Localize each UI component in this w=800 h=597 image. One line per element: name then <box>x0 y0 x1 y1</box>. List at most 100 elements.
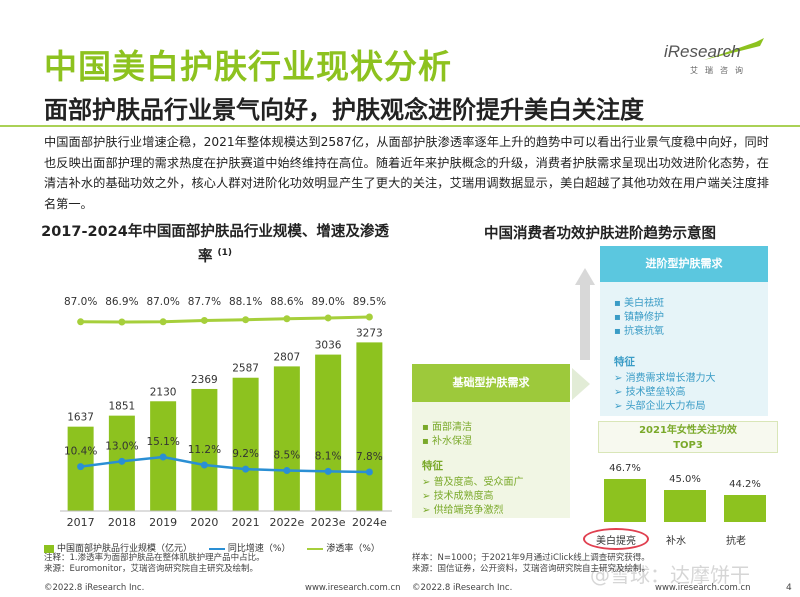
growth-point <box>365 468 373 476</box>
penetration-point <box>242 316 250 324</box>
bar-value-label: 2130 <box>150 386 177 398</box>
highlight-circle <box>583 528 649 550</box>
top3-title-line2: TOP3 <box>673 440 703 451</box>
bar-value-label: 1851 <box>109 401 136 413</box>
advanced-feature-head: 特征 <box>614 356 635 368</box>
growth-point <box>77 463 85 471</box>
top3-category-label: 补水 <box>666 536 686 547</box>
legend-item-penetration: 渗透率（%） <box>307 541 380 554</box>
page-number: 4 <box>786 583 792 593</box>
advanced-feature-label: 头部企业大力布局 <box>625 401 706 412</box>
intro-paragraph: 中国面部护肤行业增速企稳，2021年整体规模达到2587亿，从面部护肤渗透率逐年… <box>44 135 769 211</box>
advanced-item: ▪ 美白祛斑 <box>614 298 664 309</box>
x-axis-ticks: 2017 2018 2019 2020 2021 2022e 2023e 2024e <box>67 516 387 529</box>
top3-bar <box>724 495 766 522</box>
bar-value-label: 2369 <box>191 374 218 386</box>
advanced-feature: ➢ 技术壁垒较高 <box>614 387 686 398</box>
growth-point <box>200 461 208 469</box>
watermark: @雪球：达摩饼干 <box>590 563 750 587</box>
footer-url-right: www.iresearch.com.cn <box>655 583 751 593</box>
advanced-item-label: 美白祛斑 <box>623 298 664 309</box>
growth-label: 11.2% <box>188 444 221 456</box>
growth-label: 9.2% <box>232 448 259 460</box>
top3-value-label: 45.0% <box>669 473 701 485</box>
growth-label: 10.4% <box>64 446 97 458</box>
penetration-line: 87.0% 86.9% 87.0% 87.7% 88.1% 88.6% 89.0% 89.5% <box>64 296 386 326</box>
penetration-label: 88.1% <box>229 296 262 308</box>
penetration-label: 89.0% <box>311 296 344 308</box>
top3-value-label: 44.2% <box>729 479 761 491</box>
basic-feature: ➢ 普及度高、受众面广 <box>422 477 524 488</box>
legend-swatch-penetration <box>307 547 324 550</box>
growth-point <box>324 467 332 475</box>
bar <box>191 388 218 511</box>
bar-value-label: 3273 <box>356 327 383 339</box>
legend-label: 同比增速（%） <box>227 544 291 554</box>
x-tick-label: 2022e <box>269 516 304 529</box>
advanced-feature: ➢ 头部企业大力布局 <box>614 401 706 412</box>
top3-title-line1: 2021年女性关注功效 <box>639 425 737 436</box>
arrow-up-head <box>575 268 595 285</box>
legend-swatch-bar <box>44 544 54 553</box>
x-tick-label: 2023e <box>311 516 346 529</box>
basic-feature-label: 普及度高、受众面广 <box>433 477 524 488</box>
logo-brand: iResearch <box>664 42 741 61</box>
penetration-label: 87.7% <box>188 296 221 308</box>
growth-label: 15.1% <box>146 436 179 448</box>
penetration-point <box>118 318 126 326</box>
left-chart-title-text: 2017-2024年中国面部护肤品行业规模、增速及渗透率 <box>41 224 389 265</box>
growth-point <box>159 453 167 461</box>
x-tick-label: 2017 <box>67 516 95 529</box>
bar-series: 1637 1851 2130 2369 2587 2807 3036 3273 <box>67 327 383 511</box>
growth-line: 10.4% 13.0% 15.1% 11.2% 9.2% 8.5% 8.1% 7.8% <box>64 436 383 476</box>
sample-line: 样本：N=1000；于2021年9月通过iClick线上调查研究获得。 <box>412 553 650 563</box>
x-tick-label: 2019 <box>149 516 177 529</box>
advanced-feature: ➢ 消费需求增长潜力大 <box>614 373 716 384</box>
penetration-point <box>77 318 85 326</box>
top3-value-label: 46.7% <box>609 463 641 474</box>
growth-point <box>283 467 291 475</box>
arrow-right-connector <box>572 368 590 400</box>
left-chart-title-sup: (1) <box>217 248 233 258</box>
top3-bar <box>604 479 646 522</box>
penetration-point <box>200 316 208 324</box>
right-chart-title: 中国消费者功效护肤进阶趋势示意图 <box>484 226 716 242</box>
footer-copyright-right: ©2022.8 iResearch Inc. <box>412 583 513 593</box>
x-tick-label: 2020 <box>190 516 218 529</box>
bar-value-label: 3036 <box>315 340 342 352</box>
legend-item-size: 中国面部护肤品行业规模（亿元） <box>44 541 192 554</box>
growth-label: 8.5% <box>274 450 301 462</box>
bar <box>273 366 300 511</box>
advanced-item: ▪ 抗衰抗氧 <box>614 326 664 337</box>
growth-point <box>118 457 126 465</box>
source-line: 来源：Euromonitor，艾瑞咨询研究院自主研究及绘制。 <box>44 564 259 574</box>
growth-label: 7.8% <box>356 451 383 463</box>
iresearch-logo: iResearch 艾瑞咨询 <box>664 38 764 84</box>
x-tick-label: 2021 <box>232 516 260 529</box>
basic-feature-head: 特征 <box>422 460 443 472</box>
legend-swatch-growth <box>208 547 225 550</box>
x-tick-label: 2018 <box>108 516 136 529</box>
right-notes: 样本：N=1000；于2021年9月通过iClick线上调查研究获得。 来源：国… <box>412 553 652 575</box>
source-line: 来源：国信证券，公开资料，艾瑞咨询研究院自主研究及绘制。 <box>412 564 651 574</box>
penetration-label: 87.0% <box>64 296 97 308</box>
footer-copyright-left: ©2022.8 iResearch Inc. <box>44 583 145 593</box>
basic-item-label: 补水保湿 <box>431 436 472 447</box>
penetration-label: 87.0% <box>146 296 179 308</box>
advanced-feature-label: 技术壁垒较高 <box>625 387 686 398</box>
chart-legend: 中国面部护肤品行业规模（亿元） 同比增速（%） 渗透率（%） <box>44 541 394 554</box>
bar-value-label: 2587 <box>232 363 259 375</box>
penetration-point <box>324 314 332 322</box>
penetration-label: 88.6% <box>270 296 303 308</box>
page-title: 中国美白护肤行业现状分析 <box>44 47 452 86</box>
top3-category-label: 抗老 <box>726 536 746 547</box>
basic-feature-label: 技术成熟度高 <box>433 491 494 502</box>
bar-value-label: 1637 <box>67 412 94 424</box>
basic-item: ▪ 补水保湿 <box>422 436 472 447</box>
growth-point <box>242 465 250 473</box>
legend-label: 渗透率（%） <box>326 544 380 554</box>
logo-subtitle: 艾瑞咨询 <box>690 66 750 75</box>
page-subtitle: 面部护肤品行业景气向好，护肤观念进阶提升美白关注度 <box>44 96 644 124</box>
bar <box>232 377 259 511</box>
bar <box>315 354 342 511</box>
